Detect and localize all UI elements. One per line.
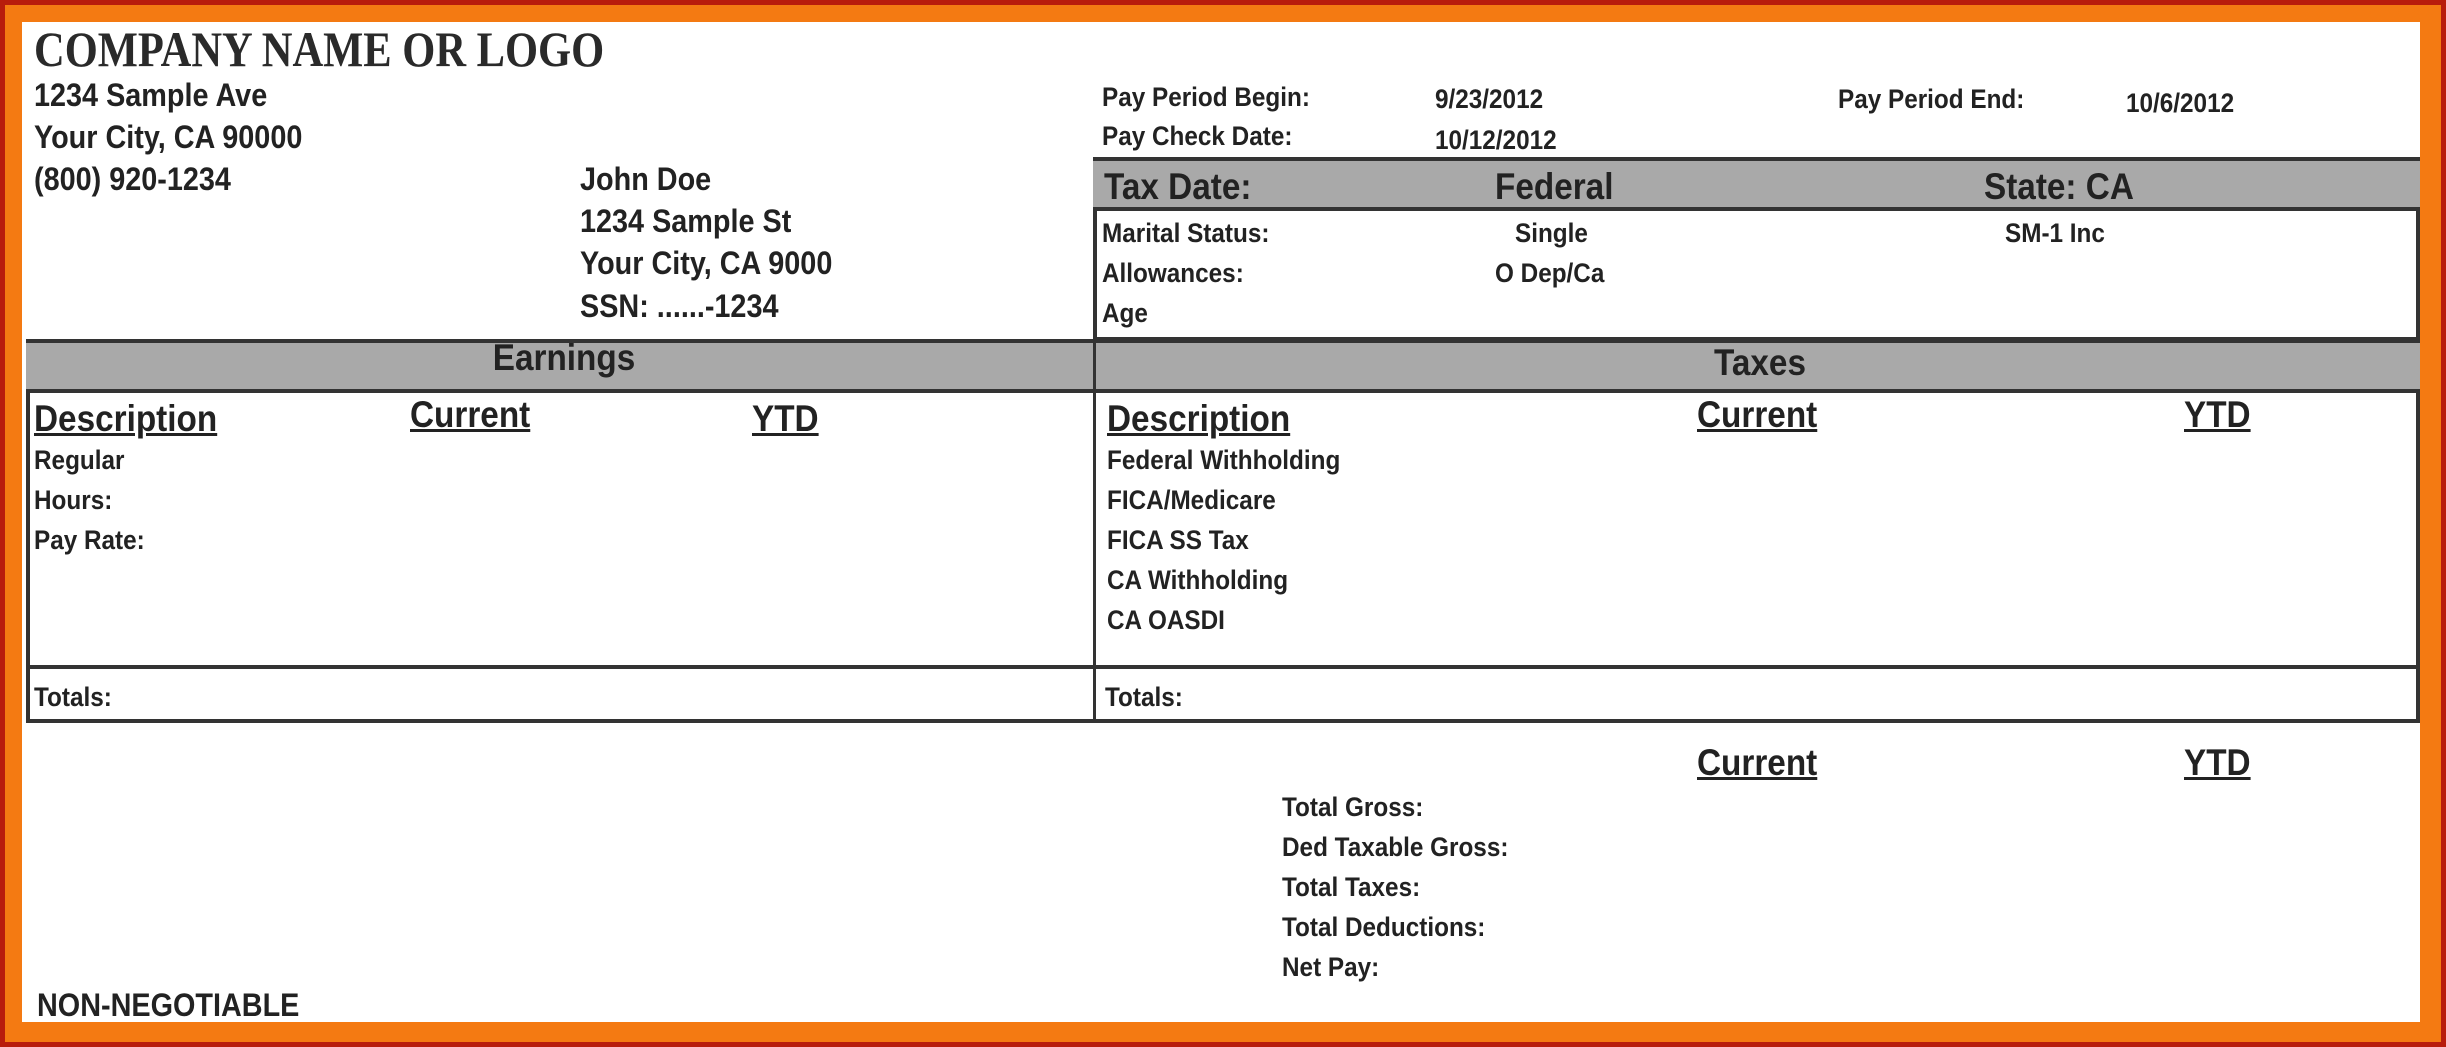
taxes-totals: Totals: [1105, 682, 1183, 712]
summary-row: Net Pay: [1282, 952, 1380, 982]
tax-row: FICA SS Tax [1107, 525, 1249, 555]
marital-status-state: SM-1 Inc [2005, 218, 2105, 248]
allowances-label: Allowances: [1102, 258, 1244, 288]
taxes-description-header: Description [1107, 398, 1291, 439]
tax-row: CA OASDI [1107, 605, 1225, 635]
earnings-ytd-header: YTD [752, 398, 819, 439]
taxes-ytd-header: YTD [2184, 394, 2251, 435]
employee-address-2: Your City, CA 9000 [580, 245, 833, 281]
tax-info-header [1093, 157, 2420, 211]
section-header-bar [26, 339, 2420, 393]
tax-date-label: Tax Date: [1104, 166, 1252, 207]
company-address-2: Your City, CA 90000 [34, 119, 303, 155]
taxes-current-header: Current [1697, 394, 1818, 435]
pay-stub: COMPANY NAME OR LOGO 1234 Sample Ave You… [22, 21, 2420, 1023]
federal-label: Federal [1495, 166, 1614, 207]
summary-row: Ded Taxable Gross: [1282, 832, 1509, 862]
earnings-current-header: Current [410, 394, 531, 435]
summary-row: Total Deductions: [1282, 912, 1486, 942]
summary-row: Total Gross: [1282, 792, 1424, 822]
pay-check-date-label: Pay Check Date: [1102, 121, 1293, 151]
pay-period-end-label: Pay Period End: [1838, 84, 2025, 114]
tax-row: Federal Withholding [1107, 445, 1341, 475]
company-address-1: 1234 Sample Ave [34, 77, 268, 113]
company-phone: (800) 920-1234 [34, 161, 231, 197]
earnings-row: Hours: [34, 485, 113, 515]
earnings-description-header: Description [34, 398, 218, 439]
company-logo: COMPANY NAME OR LOGO [34, 21, 605, 77]
totals-divider [26, 665, 2420, 669]
pay-period-begin-label: Pay Period Begin: [1102, 82, 1310, 112]
allowances-federal: O Dep/Ca [1495, 258, 1605, 288]
taxes-title: Taxes [1714, 342, 1806, 383]
non-negotiable-label: NON-NEGOTIABLE [37, 987, 300, 1023]
pay-check-date: 10/12/2012 [1435, 125, 1557, 155]
tax-row: FICA/Medicare [1107, 485, 1276, 515]
pay-period-begin: 9/23/2012 [1435, 84, 1544, 114]
tax-row: CA Withholding [1107, 565, 1289, 595]
age-label: Age [1102, 298, 1148, 328]
column-divider [1093, 339, 1096, 723]
marital-status-federal: Single [1515, 218, 1588, 248]
earnings-row: Pay Rate: [34, 525, 145, 555]
summary-ytd-header: YTD [2184, 742, 2251, 783]
employee-ssn: SSN: ......-1234 [580, 288, 779, 324]
earnings-totals: Totals: [34, 682, 112, 712]
earnings-row: Regular [34, 445, 125, 475]
employee-name: John Doe [580, 161, 712, 197]
pay-period-end: 10/6/2012 [2126, 88, 2235, 118]
summary-current-header: Current [1697, 742, 1818, 783]
state-label: State: CA [1984, 166, 2134, 207]
marital-status-label: Marital Status: [1102, 218, 1270, 248]
earnings-title: Earnings [492, 337, 636, 378]
summary-row: Total Taxes: [1282, 872, 1421, 902]
employee-address-1: 1234 Sample St [580, 203, 792, 239]
